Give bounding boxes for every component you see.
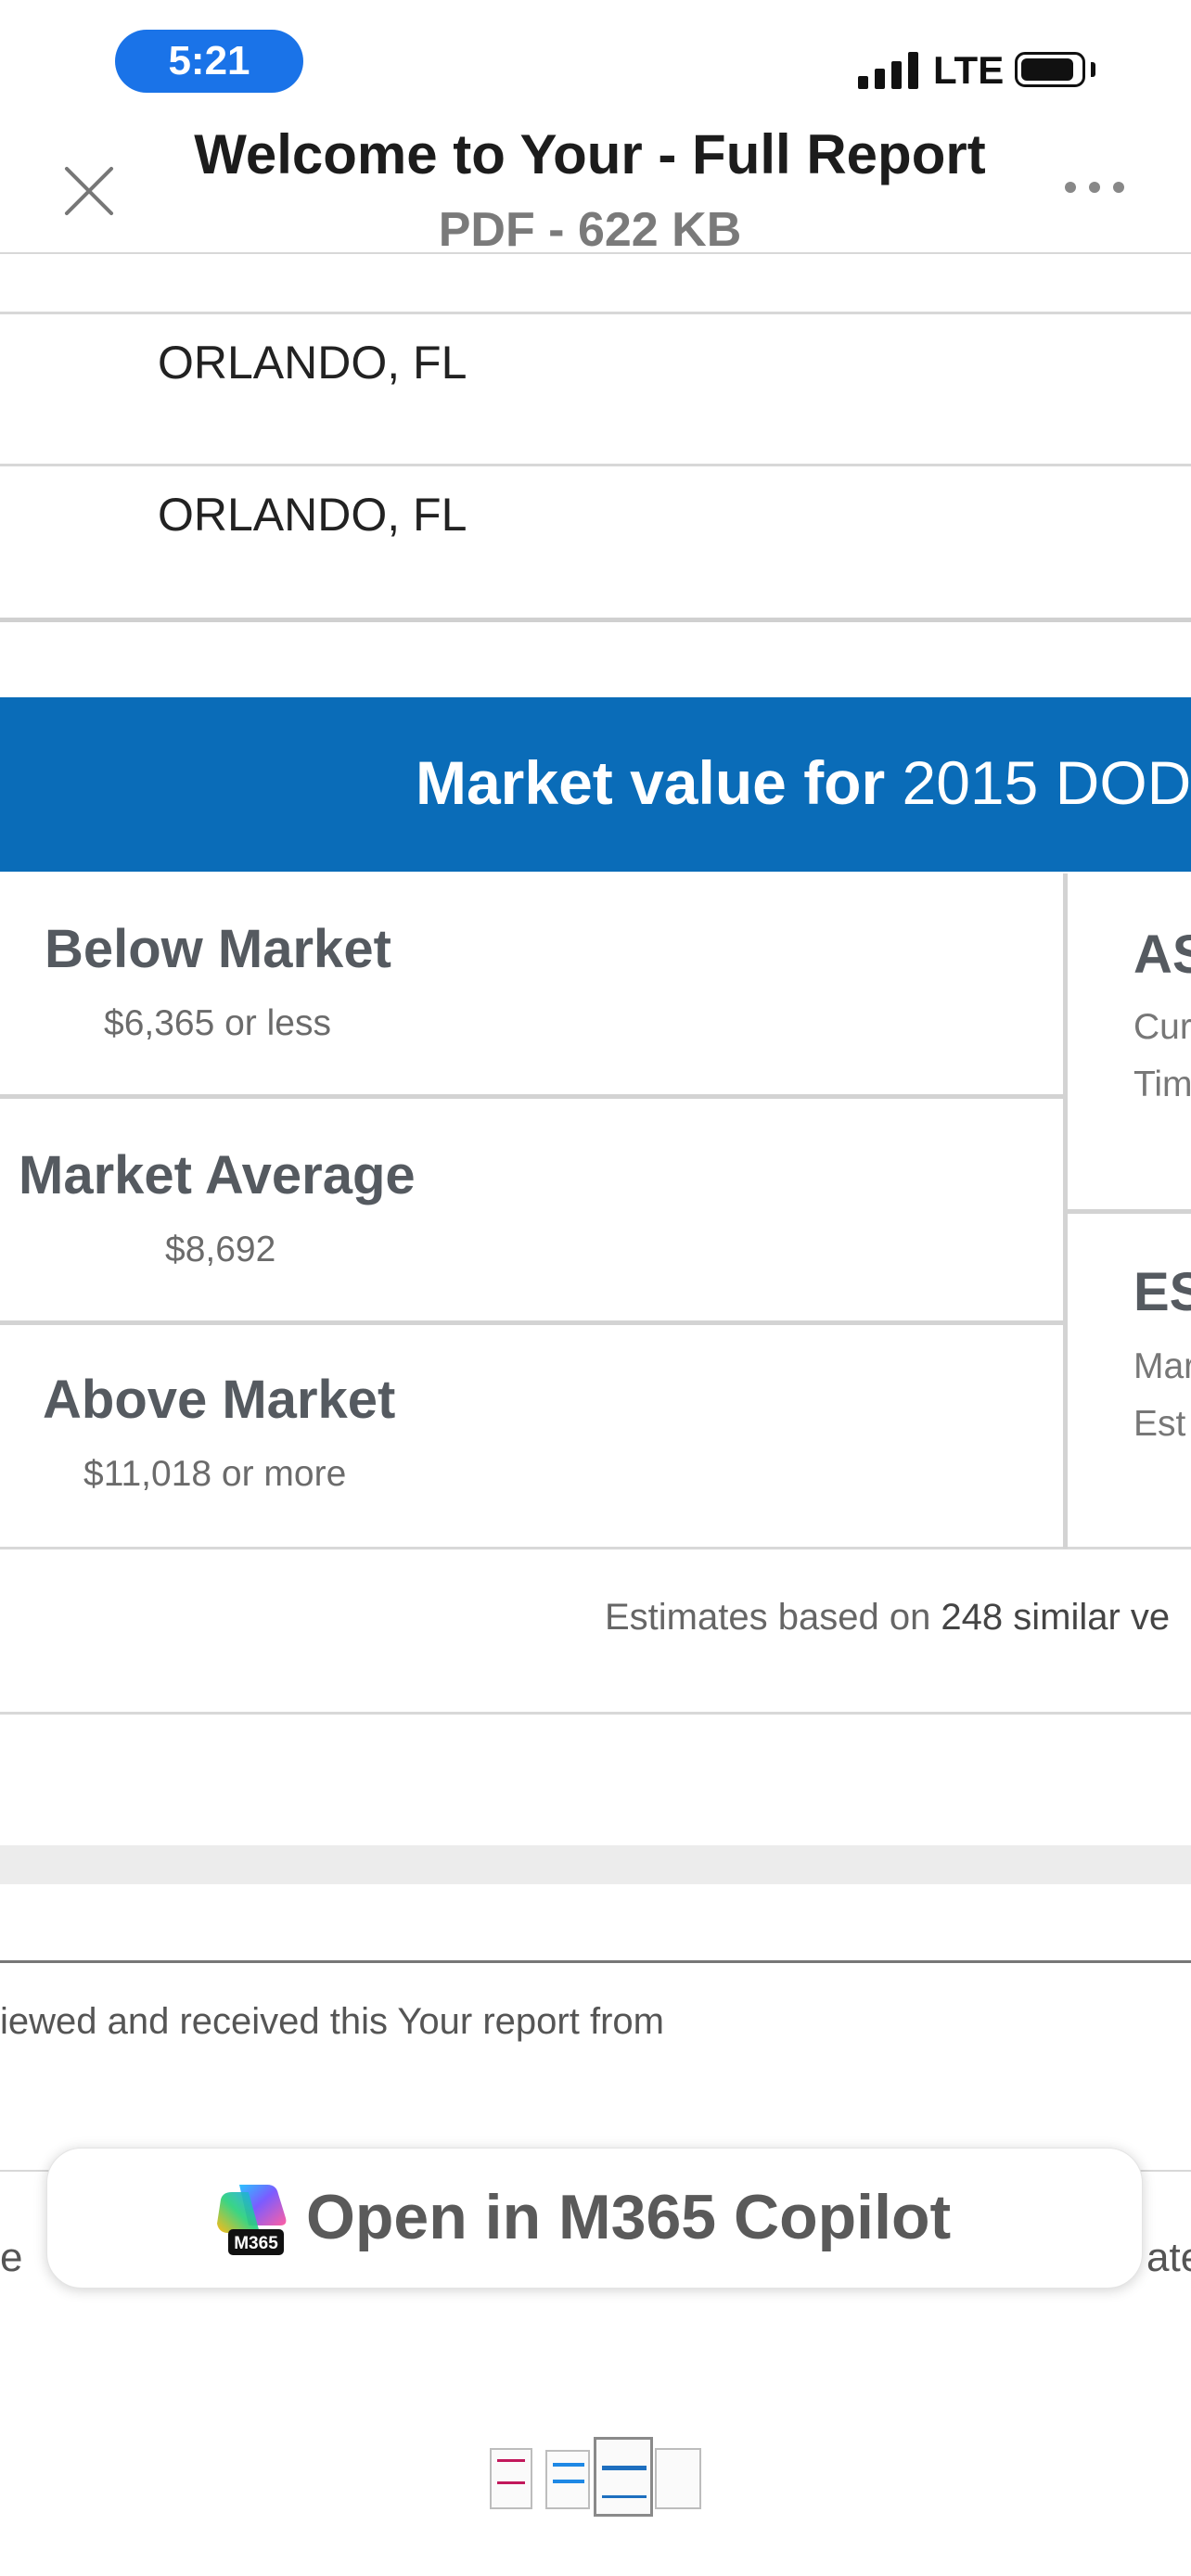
header-divider: [0, 252, 1191, 254]
location-text: ORLANDO, FL: [158, 489, 467, 541]
divider: [0, 1712, 1191, 1715]
market-value-heading: Market value for 2015 DOD: [416, 747, 1191, 818]
market-value-banner: [0, 697, 1191, 872]
card-divider: [1067, 1209, 1191, 1214]
estimates-prefix: Estimates based on: [605, 1597, 941, 1638]
document-subtitle: PDF - 622 KB: [438, 203, 742, 257]
more-options-icon[interactable]: [1065, 182, 1124, 197]
reviewed-text: iewed and received this Your report from: [0, 2001, 664, 2042]
estimates-count: 248 similar ve: [941, 1597, 1171, 1638]
right-panel-text: Est: [1133, 1404, 1186, 1444]
market-average-value: $8,692: [165, 1230, 276, 1269]
page-thumbnail[interactable]: [490, 2448, 532, 2509]
m365-badge: M365: [234, 2234, 278, 2253]
network-type: LTE: [933, 48, 1005, 92]
battery-icon: [1015, 52, 1085, 87]
status-time: 5:21: [115, 30, 303, 93]
above-market-title: Above Market: [43, 1370, 396, 1430]
page-thumbnail[interactable]: [545, 2450, 590, 2509]
cellular-signal-icon: [858, 52, 919, 89]
divider: [0, 618, 1191, 622]
divider: [0, 1960, 1191, 1963]
page-thumbnail-current[interactable]: [594, 2437, 653, 2517]
partial-text: e: [0, 2235, 23, 2280]
divider: [0, 312, 1191, 314]
card-divider: [0, 1320, 1063, 1325]
right-panel-text: Tim: [1133, 1065, 1191, 1104]
page-separator: [0, 1845, 1191, 1884]
card-divider: [0, 1094, 1063, 1099]
column-divider: [1063, 874, 1068, 1549]
estimates-note: Estimates based on 248 similar ve: [605, 1597, 1170, 1639]
document-title: Welcome to Your - Full Report: [194, 123, 986, 185]
banner-light-text: 2015 DOD: [885, 748, 1191, 817]
right-panel-title: AS: [1133, 925, 1191, 985]
location-text: ORLANDO, FL: [158, 337, 467, 389]
market-average-title: Market Average: [19, 1145, 416, 1205]
open-in-copilot-label: Open in M365 Copilot: [306, 2182, 952, 2252]
partial-text: ate: [1146, 2235, 1191, 2280]
banner-bold-text: Market value for: [416, 748, 886, 817]
right-panel-text: Cur: [1133, 1007, 1191, 1047]
copilot-icon: M365: [217, 2185, 287, 2255]
below-market-title: Below Market: [45, 919, 391, 979]
right-panel-title: ES: [1133, 1262, 1191, 1322]
battery-cap: [1091, 62, 1095, 77]
divider: [0, 1547, 1191, 1549]
page-thumbnail[interactable]: [655, 2448, 701, 2509]
above-market-value: $11,018 or more: [83, 1454, 347, 1494]
below-market-value: $6,365 or less: [104, 1003, 331, 1043]
right-panel-text: Mar: [1133, 1346, 1191, 1386]
divider: [0, 464, 1191, 466]
